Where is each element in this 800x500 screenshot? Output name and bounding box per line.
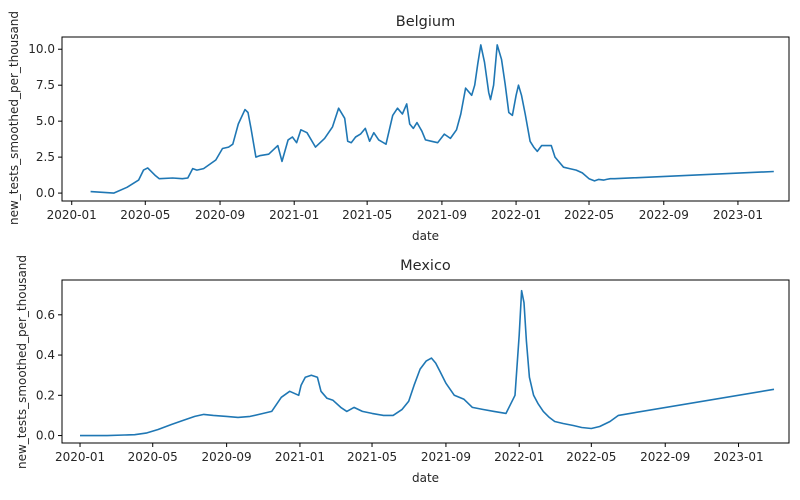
chart-title-belgium: Belgium bbox=[396, 14, 455, 30]
y-axis-mexico: 0.0 0.2 0.4 0.6 bbox=[36, 308, 62, 443]
y-tick-label: 2.5 bbox=[36, 150, 55, 164]
series-line-belgium-0 bbox=[90, 44, 774, 194]
y-axis-belgium: 0.0 2.5 5.0 7.5 10.0 bbox=[28, 42, 62, 200]
axes-frame-belgium bbox=[61, 36, 790, 202]
y-tick-label: 0.4 bbox=[36, 348, 55, 362]
x-tick-label: 2023-01 bbox=[713, 208, 763, 222]
chart-title-mexico: Mexico bbox=[400, 258, 451, 274]
y-tick-label: 0.0 bbox=[36, 429, 55, 443]
x-axis-mexico: 2020-01 2020-05 2020-09 2021-01 2021-05 2021-… bbox=[55, 443, 764, 464]
x-tick-label: 2022-09 bbox=[640, 450, 690, 464]
x-tick-label: 2022-05 bbox=[564, 208, 614, 222]
axes-frame-mexico bbox=[61, 279, 790, 444]
y-tick-label: 0.0 bbox=[36, 186, 55, 200]
x-tick-label: 2021-01 bbox=[275, 450, 325, 464]
x-tick-label: 2021-05 bbox=[347, 450, 397, 464]
x-tick-label: 2020-05 bbox=[120, 208, 170, 222]
y-tick-label: 10.0 bbox=[28, 42, 55, 56]
series-line-mexico-0 bbox=[80, 289, 775, 437]
x-tick-label: 2022-05 bbox=[566, 450, 616, 464]
x-tick-label: 2021-05 bbox=[342, 208, 392, 222]
x-tick-label: 2020-05 bbox=[128, 450, 178, 464]
x-axis-belgium: 2020-01 2020-05 2020-09 2021-01 2021-05 2021-… bbox=[47, 201, 763, 222]
x-axis-label-mexico: date bbox=[412, 471, 439, 485]
x-tick-label: 2021-09 bbox=[417, 208, 467, 222]
x-tick-label: 2020-01 bbox=[47, 208, 97, 222]
y-axis-label-belgium: new_tests_smoothed_per_thousand bbox=[7, 11, 21, 225]
x-tick-label: 2020-01 bbox=[55, 450, 105, 464]
x-tick-label: 2022-01 bbox=[491, 208, 541, 222]
x-tick-label: 2023-01 bbox=[713, 450, 763, 464]
y-tick-label: 7.5 bbox=[36, 78, 55, 92]
y-tick-label: 5.0 bbox=[36, 114, 55, 128]
x-tick-label: 2020-09 bbox=[202, 450, 252, 464]
x-axis-label-belgium: date bbox=[412, 229, 439, 243]
plot-area-mexico bbox=[61, 279, 790, 444]
y-tick-label: 0.6 bbox=[36, 308, 55, 322]
x-tick-label: 2021-01 bbox=[269, 208, 319, 222]
x-tick-label: 2022-01 bbox=[494, 450, 544, 464]
subplot-belgium: Belgium 0.02.55.07.510.0 2020-01 2020-05 2… bbox=[7, 11, 790, 243]
y-axis-label-mexico: new_tests_smoothed_per_thousand bbox=[15, 255, 29, 469]
x-tick-label: 2021-09 bbox=[421, 450, 471, 464]
x-tick-label: 2020-09 bbox=[195, 208, 245, 222]
subplot-mexico: Mexico 0.00.20.40.6 2020-01 2020-05 2020-0… bbox=[15, 255, 790, 485]
x-tick-label: 2022-09 bbox=[639, 208, 689, 222]
plot-area-belgium bbox=[61, 36, 790, 202]
y-tick-label: 0.2 bbox=[36, 388, 55, 402]
